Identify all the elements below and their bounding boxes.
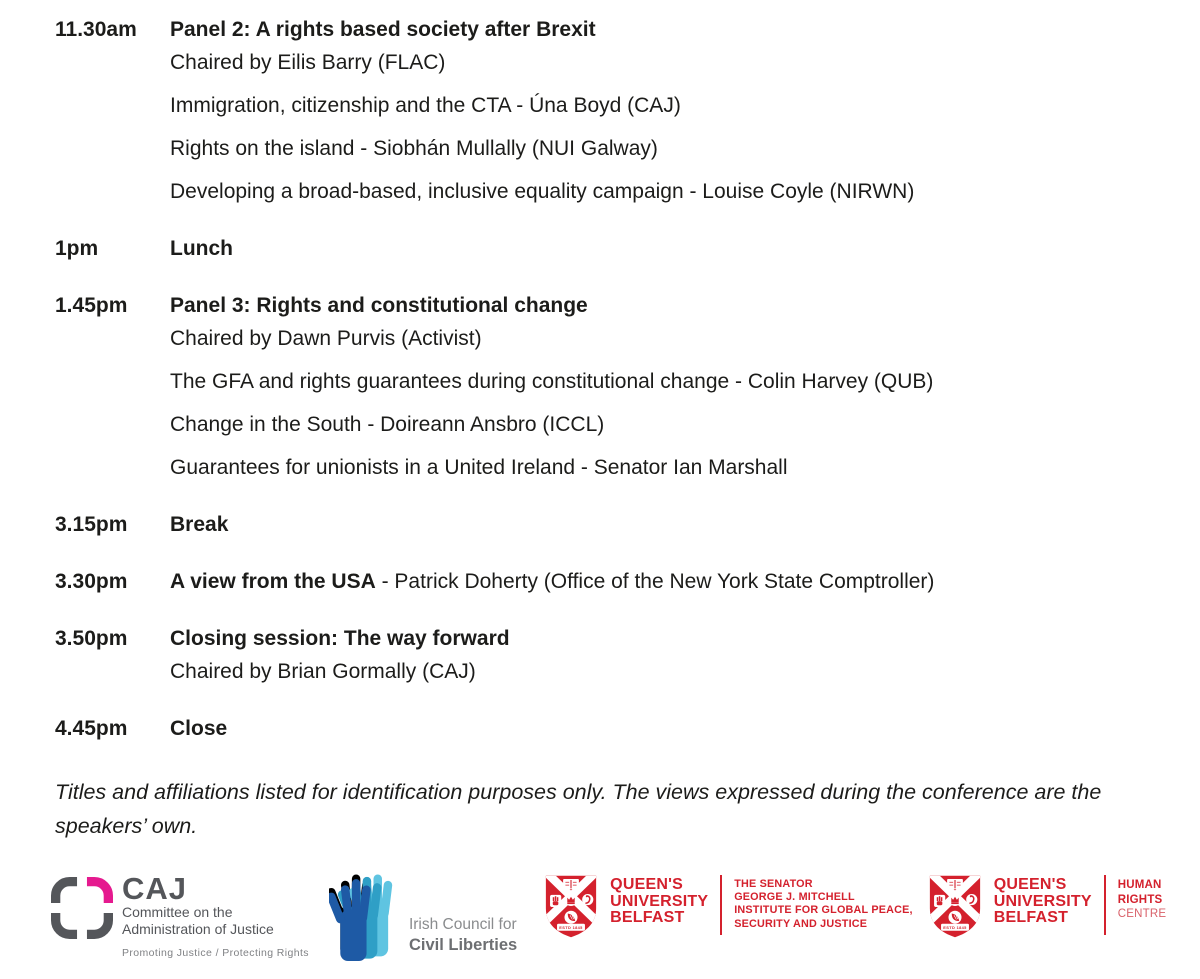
session-title: Closing session: The way forward — [170, 627, 510, 650]
hrc-line: RIGHTS — [1117, 893, 1163, 906]
panel-item: Immigration, citizenship and the CTA - Ú… — [170, 94, 681, 117]
schedule-entry-panel2: 11.30am Panel 2: A rights based society … — [55, 13, 1180, 208]
session-title: A view from the USA — [170, 570, 376, 593]
session-title: Break — [170, 513, 229, 536]
entry-content: Close — [170, 712, 1180, 745]
qub-mitchell-logo: ESTD 1845 QUEEN'S UNIVERSITY BELFAST THE… — [543, 873, 913, 940]
entry-time: 3.15pm — [55, 513, 128, 536]
schedule: 11.30am Panel 2: A rights based society … — [55, 13, 1180, 745]
panel-title: Panel 3: Rights and constitutional chang… — [170, 294, 588, 317]
qub-hrc-logo: QUEEN'S UNIVERSITY BELFAST HUMAN RIGHTS … — [927, 873, 1167, 940]
caj-name-line: Committee on the — [122, 904, 233, 920]
qub-wordmark-line: BELFAST — [993, 909, 1069, 926]
session-title: Close — [170, 717, 228, 740]
qub-shield-icon — [927, 873, 983, 940]
qub-wordmark-line: QUEEN'S — [993, 876, 1067, 893]
iccl-name-line: Civil Liberties — [408, 936, 518, 954]
panel-item: Rights on the island - Siobhán Mullally … — [170, 137, 658, 160]
session-title: Lunch — [170, 237, 233, 260]
qub-shield-icon: ESTD 1845 — [546, 875, 597, 938]
caj-acronym: CAJ — [122, 871, 188, 906]
entry-time: 4.45pm — [55, 717, 128, 740]
hrc-line: CENTRE — [1117, 908, 1167, 920]
panel-item: Guarantees for unionists in a United Ire… — [170, 456, 788, 479]
panel-item: The GFA and rights guarantees during con… — [170, 370, 934, 393]
qub-wordmark: QUEEN'S UNIVERSITY BELFAST — [610, 873, 708, 927]
schedule-entry-break: 3.15pm Break — [55, 508, 1180, 541]
entry-content: A view from the USA - Patrick Doherty (O… — [170, 565, 1180, 598]
caj-logo: CAJ Committee on the Administration of J… — [51, 873, 309, 959]
schedule-entry-panel3: 1.45pm Panel 3: Rights and constitutiona… — [55, 289, 1180, 484]
schedule-entry-close: 4.45pm Close — [55, 712, 1180, 745]
iccl-name-line: Irish Council for — [408, 916, 517, 933]
qub-wordmark-line: BELFAST — [610, 909, 685, 926]
caj-logo-text: CAJ Committee on the Administration of J… — [122, 873, 309, 959]
session-speaker: - Patrick Doherty (Office of the New Yor… — [375, 570, 935, 593]
logo-divider — [1103, 875, 1106, 935]
entry-content: Closing session: The way forward Chaired… — [170, 622, 1180, 688]
entry-time: 1.45pm — [55, 294, 128, 317]
sponsor-logos: CAJ Committee on the Administration of J… — [51, 873, 1180, 961]
session-title-line: A view from the USA - Patrick Doherty (O… — [170, 565, 1180, 598]
panel-chair: Chaired by Brian Gormally (CAJ) — [170, 660, 476, 683]
qub-shield-motto: ESTD 1845 — [559, 925, 583, 930]
entry-content: Panel 3: Rights and constitutional chang… — [170, 289, 1180, 484]
schedule-entry-lunch: 1pm Lunch — [55, 232, 1180, 265]
panel-chair: Chaired by Dawn Purvis (Activist) — [170, 327, 482, 350]
disclaimer-note: Titles and affiliations listed for ident… — [55, 780, 1102, 838]
entry-time: 1pm — [55, 237, 99, 260]
iccl-hands-icon — [328, 874, 393, 961]
entry-time: 3.50pm — [55, 627, 128, 650]
schedule-entry-closing: 3.50pm Closing session: The way forward … — [55, 622, 1180, 688]
panel-item: Change in the South - Doireann Ansbro (I… — [170, 413, 605, 436]
qub-wordmark-line: UNIVERSITY — [610, 892, 709, 910]
mitchell-line: THE SENATOR — [734, 878, 813, 890]
mitchell-line: SECURITY AND JUSTICE — [734, 917, 868, 930]
hrc-line: HUMAN — [1117, 879, 1162, 891]
qub-wordmark-line: QUEEN'S — [610, 876, 683, 893]
caj-name-line: Administration of Justice — [122, 920, 274, 937]
schedule-entry-usa-view: 3.30pm A view from the USA - Patrick Doh… — [55, 565, 1180, 598]
qub-wordmark-line: UNIVERSITY — [993, 892, 1092, 910]
human-rights-centre-text: HUMAN RIGHTS CENTRE — [1118, 873, 1166, 922]
iccl-logo-text: Irish Council for Civil Liberties — [409, 873, 517, 955]
panel-item: Developing a broad-based, inclusive equa… — [170, 180, 915, 203]
entry-time: 11.30am — [55, 18, 137, 41]
mitchell-institute-text: THE SENATOR GEORGE J. MITCHELL INSTITUTE… — [734, 873, 913, 931]
entry-content: Panel 2: A rights based society after Br… — [170, 13, 1180, 208]
logo-divider — [720, 875, 723, 935]
mitchell-line: GEORGE J. MITCHELL — [734, 891, 855, 904]
panel-title: Panel 2: A rights based society after Br… — [170, 18, 596, 41]
panel-chair: Chaired by Eilis Barry (FLAC) — [170, 51, 446, 74]
qub-wordmark: QUEEN'S UNIVERSITY BELFAST — [994, 873, 1092, 927]
mitchell-line: INSTITUTE FOR GLOBAL PEACE, — [734, 904, 913, 917]
caj-tagline: Promoting Justice / Protecting Rights — [122, 947, 309, 959]
caj-frame-icon — [51, 877, 113, 939]
entry-time: 3.30pm — [55, 570, 128, 593]
entry-content: Lunch — [170, 232, 1180, 265]
iccl-logo: Irish Council for Civil Liberties — [328, 873, 517, 961]
entry-content: Break — [170, 508, 1180, 541]
